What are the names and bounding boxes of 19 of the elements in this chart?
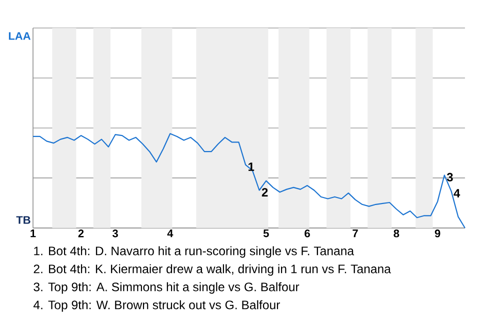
x-tick-label: 8 [394, 230, 400, 238]
annotation: 2 [262, 188, 268, 196]
annotation: 3 [446, 172, 453, 182]
x-tick-label: 1 [30, 230, 36, 238]
x-tick-label: 7 [352, 230, 358, 238]
text: 3. Top 9th: A. Simmons hit a single vs G. Balfour [34, 282, 300, 294]
x-tick-label: 2 [78, 230, 84, 238]
annotation: 4 [454, 189, 460, 198]
text: 2. Bot 4th: K. Kiermaier drew a walk, driving in 1 run vs F. Tanana [34, 264, 391, 276]
x-tick-label: 5 [263, 230, 269, 238]
x-tick-label: 9 [434, 230, 440, 238]
annotation: 1 [248, 162, 254, 171]
text: 1. Bot 4th: D. Navarro hit a run-scoring single vs F. Tanana [34, 246, 354, 258]
text: 4. Top 9th: W. Brown struck out vs G. Balfour [33, 300, 280, 312]
x-tick-label: 3 [112, 230, 118, 238]
text: TB [16, 216, 30, 224]
text: LAA [8, 32, 31, 40]
x-tick-label: 6 [304, 230, 310, 238]
x-tick-label: 4 [167, 230, 174, 238]
